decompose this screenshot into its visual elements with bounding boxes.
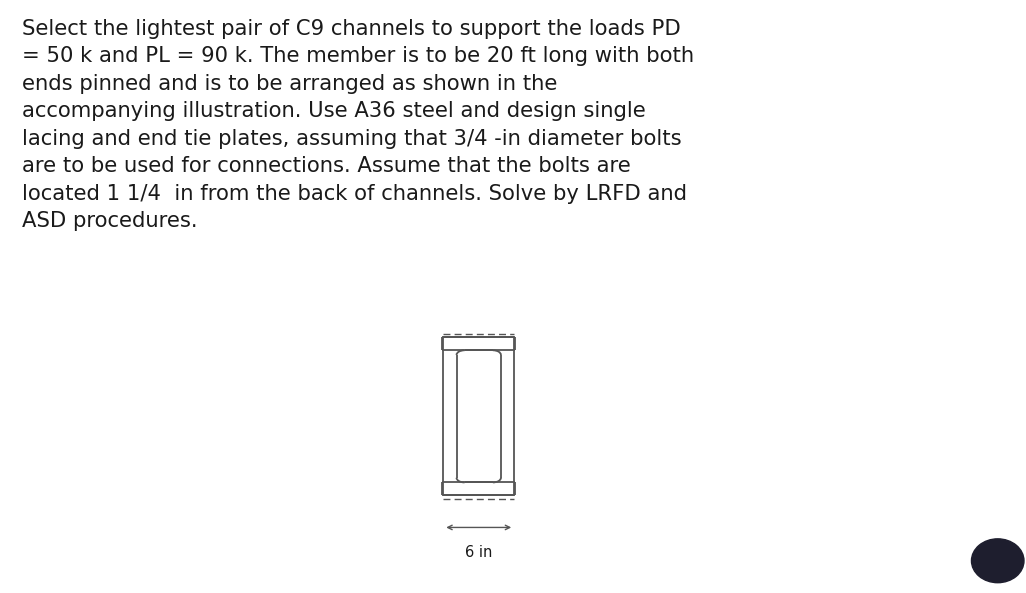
- Text: Select the lightest pair of C9 channels to support the loads PD
= 50 k and PL = : Select the lightest pair of C9 channels …: [23, 19, 695, 231]
- Text: 6 in: 6 in: [465, 545, 492, 560]
- Ellipse shape: [972, 539, 1024, 583]
